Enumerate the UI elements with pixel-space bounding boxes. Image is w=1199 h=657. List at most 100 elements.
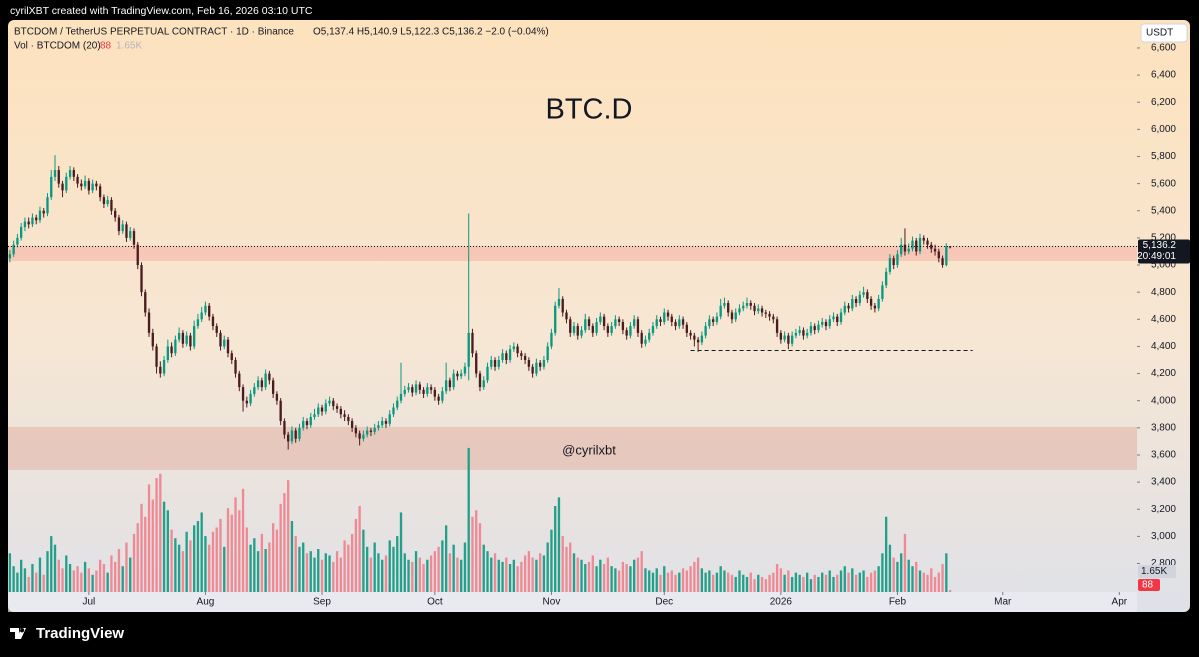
- volume-bar: [839, 570, 843, 592]
- volume-bar: [192, 525, 196, 592]
- candle-body: [531, 366, 534, 374]
- candle-body: [144, 292, 147, 313]
- volume-bar: [456, 557, 459, 592]
- candle-body: [757, 308, 760, 312]
- x-tick-label: Dec: [655, 597, 673, 608]
- candle-body: [700, 335, 704, 343]
- candle-body: [538, 362, 542, 367]
- volume-bar: [181, 551, 185, 592]
- volume-bar: [572, 553, 576, 592]
- volume-bar: [602, 564, 606, 592]
- candle-body: [817, 324, 820, 331]
- volume-bar: [309, 551, 312, 592]
- candle-body: [35, 217, 38, 221]
- candle-body: [734, 312, 737, 320]
- candle-body: [824, 322, 828, 327]
- volume-bar: [802, 576, 805, 592]
- volume-bar: [287, 480, 290, 592]
- zone: [8, 426, 1137, 470]
- volume-bar: [429, 555, 433, 592]
- y-tick-label: 4,000: [1151, 395, 1176, 406]
- currency[interactable]: USDT: [1146, 28, 1173, 39]
- volume-bar: [727, 572, 730, 592]
- candle-body: [245, 400, 248, 404]
- volume-bar: [98, 559, 102, 592]
- plot: 2,800 3,000 3,200 3,400 3,600 3,800 4,000 4,200…: [8, 43, 1190, 608]
- candle-body: [411, 387, 414, 393]
- volume-bar: [215, 527, 218, 592]
- volume-bar: [42, 574, 45, 592]
- volume-bar: [305, 553, 309, 592]
- candle-body: [787, 335, 790, 344]
- candle-body: [730, 312, 734, 320]
- logo: TradingView: [10, 625, 124, 642]
- volume-bar: [745, 576, 749, 592]
- volume-bar: [523, 555, 527, 592]
- candle-body: [204, 305, 207, 313]
- volume-bar: [783, 574, 786, 592]
- volume-bar: [821, 572, 824, 592]
- volume-bar: [475, 510, 478, 592]
- candle-body: [689, 332, 692, 336]
- candle-body: [903, 244, 907, 252]
- volume-bar: [911, 566, 914, 592]
- candle-body: [896, 254, 899, 266]
- candle-body: [565, 312, 568, 320]
- volume-bar: [881, 553, 884, 592]
- candle-body: [147, 312, 151, 333]
- candle-body: [80, 183, 83, 187]
- volume-bar: [599, 559, 602, 592]
- currency-box[interactable]: [1140, 23, 1188, 43]
- volume-bar: [873, 570, 877, 592]
- volume-bar: [441, 540, 444, 592]
- volume-bar: [711, 574, 715, 592]
- candle-body: [862, 292, 865, 295]
- candle-body: [68, 170, 72, 177]
- y-tick-label: 5,800: [1151, 151, 1176, 162]
- volume-bar: [798, 574, 801, 592]
- candle-body: [339, 408, 342, 415]
- volume-bar: [53, 544, 57, 592]
- volume-bar: [226, 508, 230, 592]
- candle-body: [12, 244, 15, 255]
- volume-bar: [298, 546, 301, 592]
- volume-bar: [516, 566, 519, 592]
- volume-bar: [12, 566, 15, 592]
- candle-body: [309, 416, 312, 426]
- volume-bar: [591, 555, 594, 592]
- volume-bar: [208, 544, 211, 592]
- brand: TradingView: [36, 625, 124, 642]
- candle-body: [27, 221, 30, 225]
- volume-bar: [926, 574, 929, 592]
- volume-bar: [508, 564, 512, 592]
- volume-bar: [238, 510, 241, 592]
- volume-bar: [832, 576, 835, 592]
- volume-bar: [283, 493, 286, 592]
- zone: [8, 245, 1137, 261]
- candle-body: [497, 359, 500, 367]
- candle-body: [365, 430, 369, 435]
- candle-body: [456, 373, 459, 377]
- volume-bar: [836, 574, 839, 592]
- volume-bar: [129, 557, 132, 592]
- volume-bar: [538, 553, 542, 592]
- candle-body: [933, 248, 937, 252]
- candle-body: [328, 400, 331, 404]
- candle-body: [655, 319, 658, 327]
- candle-body: [584, 319, 587, 331]
- volume-bar: [219, 518, 222, 592]
- volume-bar: [490, 557, 493, 592]
- volume-bar: [268, 542, 271, 592]
- volume-bar: [806, 572, 809, 592]
- volume-bar: [328, 555, 331, 592]
- volume-bar: [478, 523, 482, 592]
- candle-body: [610, 326, 613, 333]
- volume-bar: [757, 574, 760, 592]
- volume-bar: [670, 570, 673, 592]
- y-tick-label: 3,200: [1151, 504, 1176, 515]
- candle-body: [460, 373, 463, 377]
- candle-body: [302, 421, 305, 428]
- candle-body: [215, 326, 218, 333]
- volume-bar: [245, 527, 248, 592]
- candle-body: [253, 387, 256, 394]
